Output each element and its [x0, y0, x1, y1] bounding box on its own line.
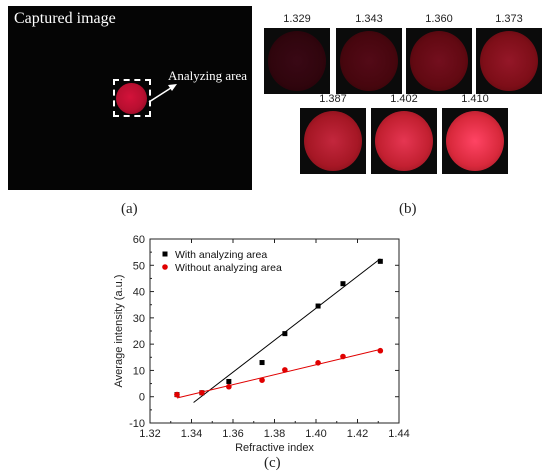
data-point-without-area	[315, 360, 321, 366]
thumbnail-label: 1.387	[319, 93, 347, 105]
red-spot	[304, 111, 362, 171]
arrow-icon	[148, 84, 177, 103]
thumbnail-label: 1.343	[355, 13, 383, 25]
y-tick-label: -10	[129, 418, 145, 430]
y-tick-label: 30	[133, 313, 145, 325]
thumbnail-image	[264, 28, 330, 94]
legend-marker-with-area	[162, 251, 168, 257]
data-point-without-area	[340, 353, 346, 360]
red-spot	[446, 111, 504, 171]
red-spot	[410, 31, 468, 91]
x-tick-label: 1.32	[139, 428, 160, 440]
caption-a: (a)	[121, 201, 138, 217]
thumbnail-image	[336, 28, 402, 94]
y-tick-label: 50	[133, 260, 145, 272]
thumbnail-label: 1.360	[425, 13, 453, 25]
y-tick-label: 10	[133, 365, 145, 377]
fit-line-without-area	[176, 348, 381, 399]
captured-image-title: Captured image	[14, 10, 116, 27]
thumbnail-label: 1.329	[283, 13, 311, 25]
data-point-without-area	[174, 391, 180, 398]
caption-c: (c)	[264, 455, 281, 471]
red-spot-image	[116, 83, 147, 114]
legend-label: Without analyzing area	[175, 262, 282, 274]
x-tick-label: 1.44	[388, 428, 409, 440]
thumbnail-image	[300, 108, 366, 174]
y-tick-label: 40	[133, 287, 145, 299]
fit-line-with-area	[193, 258, 381, 403]
red-spot	[480, 31, 538, 91]
thumbnail-label: 1.410	[461, 93, 489, 105]
data-point-without-area	[226, 383, 232, 390]
red-spot	[340, 31, 398, 91]
thumbnail-label: 1.373	[495, 13, 523, 25]
analyzing-area-box	[113, 79, 151, 117]
red-spot	[268, 31, 326, 91]
y-tick-label: 0	[139, 392, 145, 404]
x-tick-label: 1.42	[347, 428, 368, 440]
data-point-with-area	[340, 281, 346, 287]
y-tick-label: 60	[133, 234, 145, 246]
red-spot	[375, 111, 433, 171]
data-point-with-area	[282, 331, 288, 337]
data-point-with-area	[315, 303, 321, 309]
thumbnail-image	[371, 108, 437, 174]
data-point-without-area	[377, 347, 384, 354]
legend-marker-without-area	[162, 264, 168, 270]
x-tick-label: 1.34	[181, 428, 202, 440]
caption-b: (b)	[399, 201, 417, 217]
data-point-without-area	[282, 367, 288, 373]
analyzing-area-label: Analyzing area	[168, 68, 248, 83]
data-point-with-area	[226, 378, 232, 384]
x-tick-label: 1.36	[222, 428, 243, 440]
x-tick-label: 1.40	[305, 428, 326, 440]
data-point-with-area	[259, 360, 265, 366]
y-axis-title: Average intensity (a.u.)	[113, 275, 125, 388]
thumbnail-image	[406, 28, 472, 94]
data-point-without-area	[259, 377, 265, 383]
legend-label: With analyzing area	[175, 249, 267, 261]
thumbnail-image	[476, 28, 542, 94]
data-point-with-area	[377, 258, 383, 264]
brightness-series-panel: 1.329 1.343 1.360 1.373 1.387 1.402 1.410	[258, 10, 550, 190]
thumbnail-image	[442, 108, 508, 174]
x-tick-label: 1.38	[264, 428, 285, 440]
thumbnail-label: 1.402	[390, 93, 418, 105]
y-tick-label: 20	[133, 339, 145, 351]
data-point-without-area	[199, 389, 205, 396]
captured-image-panel: Captured image Analyzing area	[8, 6, 252, 190]
x-axis-title: Refractive index	[235, 442, 314, 454]
